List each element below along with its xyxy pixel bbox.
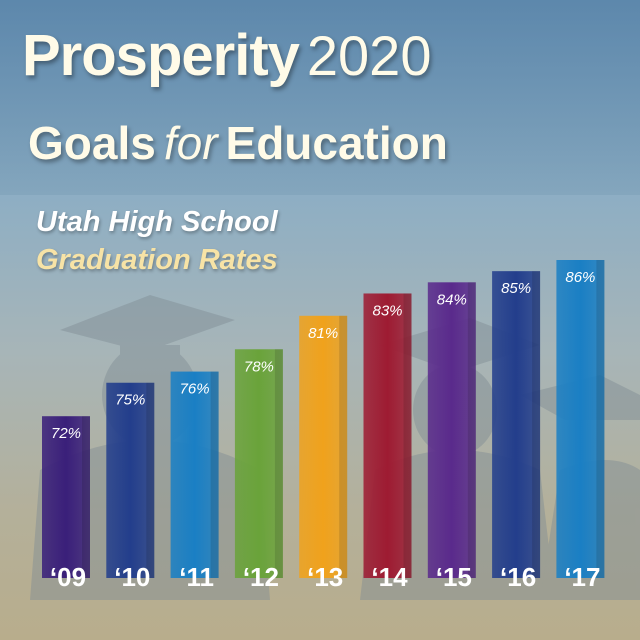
page-subtitle: Goals for Education <box>28 116 448 170</box>
bar-value-label-1: 75% <box>115 392 145 409</box>
chart-subtitle: Graduation Rates <box>36 244 278 276</box>
bar-value-label-0: 72% <box>51 425 81 442</box>
bar-3 <box>234 349 283 578</box>
subtitle-for: for <box>163 117 218 169</box>
title-year: 2020 <box>306 24 432 87</box>
subtitle-goals: Goals <box>28 117 156 169</box>
category-label-2: ‘11 <box>179 562 214 592</box>
bar-1 <box>106 382 155 578</box>
bar-value-label-5: 83% <box>372 302 402 319</box>
bar-value-label-4: 81% <box>308 325 338 342</box>
bar-8 <box>556 260 605 578</box>
category-label-7: ‘16 <box>500 562 536 592</box>
bar-shade-3 <box>274 349 283 578</box>
bar-shade-8 <box>596 260 605 578</box>
category-label-3: ‘12 <box>243 562 279 592</box>
bar-2 <box>170 371 219 578</box>
category-label-4: ‘13 <box>307 562 343 592</box>
bar-shade-1 <box>146 382 155 578</box>
bar-6 <box>427 282 476 578</box>
category-label-0: ‘09 <box>50 562 86 592</box>
title-bold: Prosperity <box>22 23 300 88</box>
category-label-8: ‘17 <box>564 562 600 592</box>
bar-value-label-6: 84% <box>437 291 467 308</box>
header-band <box>0 0 640 195</box>
bar-4 <box>299 315 348 578</box>
bar-value-label-3: 78% <box>244 358 274 375</box>
chart-title: Utah High School <box>36 206 278 238</box>
category-label-1: ‘10 <box>114 562 150 592</box>
bar-0 <box>42 416 90 578</box>
bar-value-label-8: 86% <box>565 269 595 286</box>
bar-value-label-7: 85% <box>501 280 531 297</box>
bar-5 <box>363 293 412 578</box>
bar-shade-7 <box>532 271 541 578</box>
bar-shade-5 <box>403 293 412 578</box>
bar-value-label-2: 76% <box>180 381 210 398</box>
bar-shade-2 <box>210 371 219 578</box>
page-title: Prosperity 2020 <box>22 22 431 89</box>
bar-7 <box>492 271 541 578</box>
bar-shade-6 <box>467 282 476 578</box>
subtitle-education: Education <box>225 117 448 169</box>
category-label-6: ‘15 <box>436 562 472 592</box>
bar-shade-4 <box>339 315 348 578</box>
bar-shade-0 <box>82 416 90 578</box>
category-label-5: ‘14 <box>371 562 408 592</box>
